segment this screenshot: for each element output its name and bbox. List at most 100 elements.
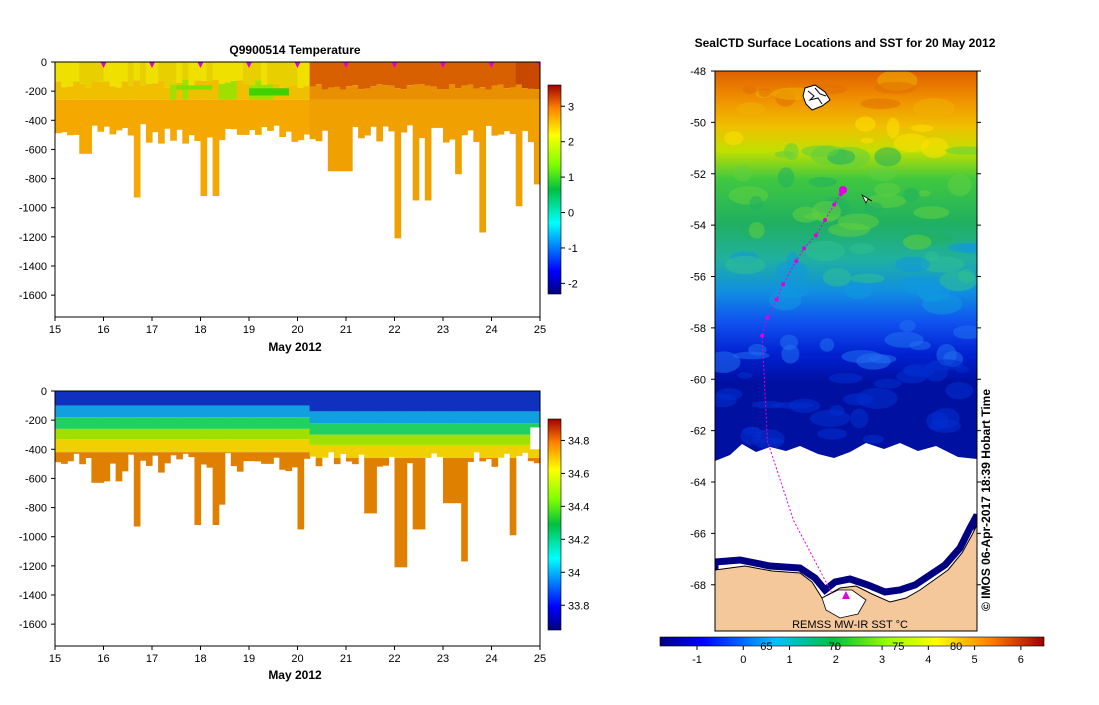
salinity-cell (230, 452, 238, 467)
seal-track-point (832, 202, 837, 207)
salinity-cell (67, 417, 74, 429)
salinity-cell (297, 452, 305, 530)
temperature-cell (242, 99, 250, 135)
salinity-cell (424, 411, 432, 424)
salinity-cell (194, 439, 202, 453)
salinity-cell (376, 444, 383, 459)
temperature-cell (346, 86, 353, 100)
salinity-y-tick-label: 0 (41, 386, 47, 398)
salinity-cell (103, 405, 111, 418)
salinity-cell (479, 391, 487, 412)
salinity-cell (364, 458, 371, 514)
salinity-cell (346, 458, 353, 462)
temperature-cell (515, 99, 523, 207)
salinity-cell (67, 405, 74, 418)
temperature-cell (364, 62, 371, 89)
temperature-cell (370, 62, 377, 87)
salinity-cell (303, 428, 311, 440)
sst-map-y-tick-label: -64 (690, 477, 706, 489)
temperature-cell (406, 99, 414, 126)
salinity-cell (61, 417, 68, 429)
salinity-cell (467, 423, 474, 435)
temperature-cell (73, 81, 80, 100)
sst-colorbar (659, 636, 1045, 647)
salinity-cell (267, 391, 274, 406)
salinity-cell (73, 428, 80, 440)
temperature-x-tick-label: 17 (146, 324, 158, 336)
salinity-cell (242, 428, 250, 440)
temperature-cell (152, 62, 159, 84)
temperature-cell (194, 62, 202, 81)
temperature-cell (424, 85, 432, 100)
salinity-cell (218, 391, 226, 406)
salinity-cell (346, 411, 353, 424)
salinity-cell (200, 391, 208, 406)
salinity-cell (352, 458, 359, 465)
temperature-cell (394, 62, 402, 89)
salinity-cell (267, 428, 274, 440)
salinity-cell (297, 428, 305, 440)
sst-texture-patch (850, 273, 885, 284)
salinity-cell (212, 391, 220, 406)
salinity-cell (115, 391, 123, 406)
salinity-cell (133, 439, 141, 453)
salinity-cell (449, 411, 456, 424)
salinity-cell (412, 458, 420, 530)
sst-texture-patch (819, 338, 835, 352)
sst-texture-patch (805, 240, 845, 262)
salinity-cell (127, 428, 135, 440)
temperature-cell (430, 62, 438, 87)
sst-map-field: REMSS MW-IR SST °C (715, 71, 977, 631)
salinity-cell (394, 458, 402, 568)
sst-texture-patch (953, 325, 977, 340)
sst-texture-patch (928, 359, 964, 371)
salinity-cell (455, 423, 462, 435)
temperature-cell (218, 83, 226, 100)
salinity-cell (133, 428, 141, 440)
salinity-y-tick-label: -800 (25, 503, 47, 515)
salinity-cell (224, 391, 232, 406)
temperature-cell (97, 62, 105, 82)
salinity-cell (497, 391, 505, 412)
temperature-cell (430, 86, 438, 100)
sst-map-y-tick-label: -66 (690, 528, 706, 540)
sst-texture-patch (894, 256, 931, 273)
salinity-cell (91, 391, 99, 406)
temperature-cell (352, 99, 359, 127)
salinity-cell (85, 428, 92, 440)
salinity-cell (533, 458, 540, 464)
temperature-cell (364, 88, 371, 100)
salinity-cell (188, 452, 196, 458)
sst-texture-patch (947, 242, 977, 253)
salinity-cell (79, 439, 86, 453)
salinity-cell (315, 391, 323, 412)
temperature-cell (400, 99, 408, 133)
salinity-cell (230, 439, 238, 453)
salinity-cell (218, 439, 226, 453)
salinity-cell (291, 391, 299, 406)
temperature-cell (461, 62, 468, 86)
salinity-cell (139, 428, 147, 440)
profile-marker (149, 62, 155, 68)
temperature-cell (145, 99, 153, 143)
salinity-cell (297, 417, 305, 429)
salinity-cell (176, 439, 183, 453)
salinity-x-label: May 2012 (268, 668, 322, 682)
salinity-cell (121, 428, 129, 440)
salinity-cell (206, 417, 214, 429)
salinity-cell (182, 439, 189, 453)
salinity-cell (249, 417, 256, 429)
sst-texture-patch (874, 147, 902, 167)
salinity-cell (182, 417, 189, 429)
salinity-cell (297, 405, 305, 418)
salinity-cell (212, 439, 220, 453)
salinity-cell (152, 452, 159, 456)
temperature-cell (497, 99, 505, 135)
salinity-cell (55, 417, 62, 429)
temperature-cell (400, 89, 408, 100)
salinity-x-tick-label: 15 (49, 653, 61, 665)
salinity-cell (515, 411, 523, 424)
salinity-cell (530, 427, 540, 450)
temperature-cell (303, 99, 311, 135)
salinity-cell (139, 391, 147, 406)
